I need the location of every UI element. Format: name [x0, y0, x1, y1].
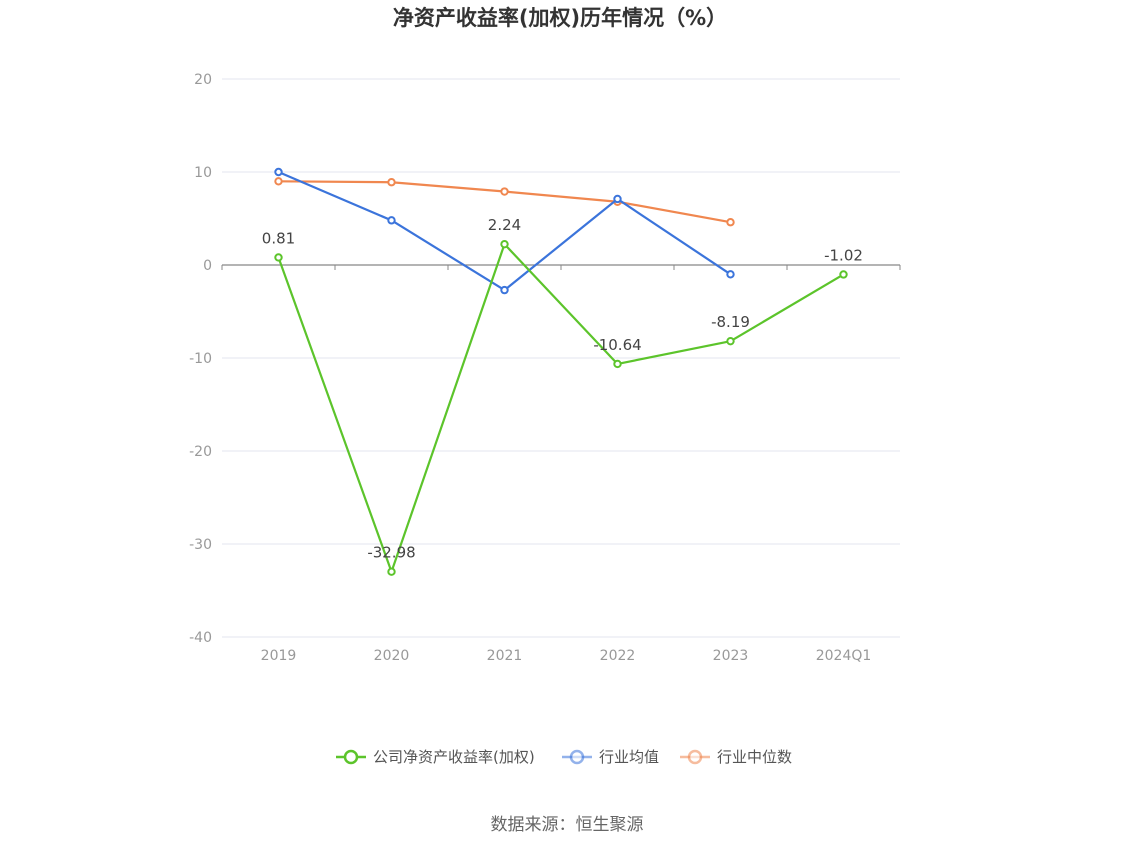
legend-item[interactable]: 行业中位数 [680, 748, 792, 766]
x-tick-label: 2022 [600, 648, 636, 664]
legend-marker [569, 749, 585, 765]
data-point [500, 239, 509, 249]
data-point [839, 270, 848, 279]
data-labels: 0.81 -32.98 2.24 -10.64 -8.19 -1.02 [262, 216, 863, 562]
x-tick-label: 2024Q1 [816, 648, 872, 664]
grid [222, 78, 900, 638]
data-point [274, 253, 283, 262]
data-label: -1.02 [824, 246, 863, 264]
data-point [613, 359, 622, 369]
data-point [274, 177, 283, 186]
data-label: -32.98 [367, 544, 415, 562]
y-tick-label: 0 [203, 258, 212, 274]
y-tick-label: -30 [189, 537, 212, 553]
data-point [613, 194, 622, 204]
y-tick-label: -20 [189, 444, 212, 460]
y-tick-label: 10 [194, 165, 212, 181]
legend-item[interactable]: 公司净资产收益率(加权) [336, 748, 535, 766]
series-line [277, 243, 845, 573]
legend-label: 公司净资产收益率(加权) [373, 748, 535, 766]
series [274, 167, 848, 576]
x-tick-label: 2019 [261, 648, 297, 664]
legend-marker [687, 749, 703, 765]
data-point [726, 270, 735, 279]
data-label: 0.81 [262, 229, 295, 247]
legend-item[interactable]: 行业均值 [562, 748, 659, 766]
y-tick-label: -40 [189, 630, 212, 646]
source-text: 数据来源：恒生聚源 [491, 815, 644, 835]
y-tick-label: -10 [189, 351, 212, 367]
data-point [726, 218, 735, 227]
data-label: -10.64 [593, 336, 641, 354]
data-point [387, 216, 396, 225]
data-point [500, 285, 509, 295]
x-tick-label: 2023 [713, 648, 749, 664]
data-point [500, 187, 509, 196]
legend-label: 行业中位数 [717, 748, 792, 766]
legend-marker [343, 749, 359, 765]
legend[interactable]: 公司净资产收益率(加权) 行业均值 行业中位数 [336, 748, 792, 766]
data-point [387, 178, 396, 187]
data-label: 2.24 [488, 216, 521, 234]
chart-title: 净资产收益率(加权)历年情况（%） [393, 6, 727, 30]
y-tick-label: 20 [194, 72, 212, 88]
legend-label: 行业均值 [599, 748, 659, 766]
data-point [726, 336, 735, 346]
data-point [387, 567, 396, 576]
data-point [274, 167, 283, 177]
axes: 20 10 0 -10 -20 -30 -40 2019 2020 2021 2022 2023 202… [189, 72, 901, 664]
data-label: -8.19 [711, 313, 750, 331]
x-tick-label: 2020 [374, 648, 410, 664]
x-tick-label: 2021 [487, 648, 523, 664]
